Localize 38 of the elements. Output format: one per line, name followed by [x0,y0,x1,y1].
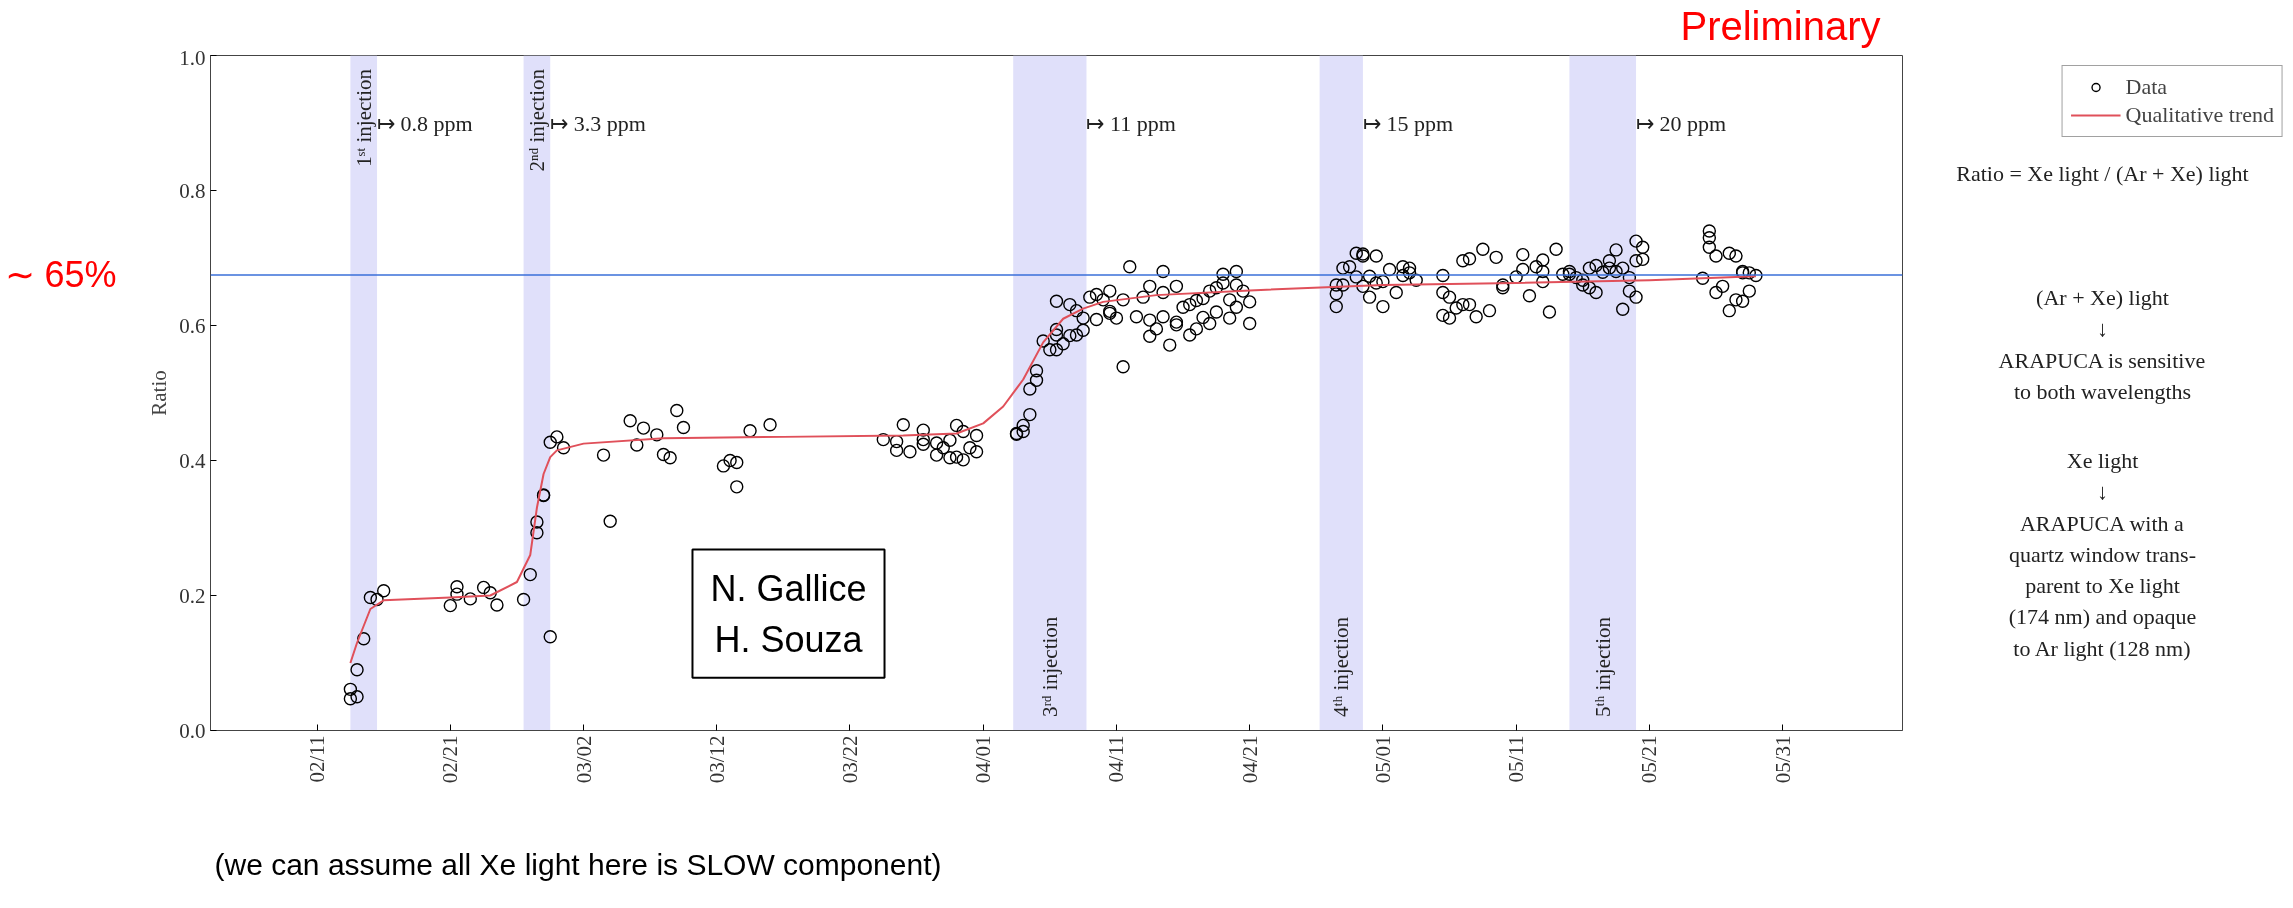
x-tick-label: 04/21 [1237,735,1262,784]
x-tick-label: 03/22 [838,735,862,784]
y-tick-label: 1.0 [179,45,206,70]
x-tick-label: 05/21 [1637,735,1662,784]
x-tick-label: 05/01 [1370,735,1395,784]
legend-label: Qualitative trend [2125,102,2274,128]
annotation: ↦ 0.8 ppm [377,110,473,136]
band-label: 1ˢᵗ injection [351,68,376,167]
band-label: 5ᵗʰ injection [1590,616,1615,717]
x-tick-label: 04/01 [971,735,996,784]
ref-line-label: ∼ 65% [4,254,117,296]
x-tick-label: 02/21 [438,735,463,784]
y-tick-label: 0.6 [179,313,206,338]
band-label: 3ʳᵈ injection [1037,616,1062,717]
text: Ratio = Xe light / (Ar + Xe) light [1956,161,2249,187]
annotation: ↦ 20 ppm [1636,110,1727,136]
y-tick-label: 0.4 [179,448,206,473]
annotation: ↦ 15 ppm [1362,110,1454,136]
x-tick-label: 05/11 [1504,735,1529,783]
band-label: 2ⁿᵈ injection [524,68,549,172]
text: Xe light ↓ ARAPUCA with a quartz window trans- parent to Xe light (174 nm) and opaque to Ar light (128 nm) [2008,448,2197,661]
text: (Ar + Xe) light ↓ ARAPUCA is sensitive to both wavelengths [1998,285,2206,404]
x-tick-label: 03/02 [571,735,596,784]
x-tick-label: 03/12 [704,735,729,784]
annotation: N. Gallice H. Souza [710,567,867,660]
legend-label: Data [2125,74,2168,100]
y-tick-label: 0.0 [179,718,206,743]
text: (we can assume all Xe light here is SLOW component) [214,848,942,881]
text: Preliminary [1680,3,1881,48]
band-label: 4ᵗʰ injection [1329,616,1354,717]
x-tick-label: 05/31 [1770,735,1795,784]
x-tick-label: 02/11 [305,735,330,783]
y-tick-label: 0.8 [179,178,206,203]
x-tick-label: 04/11 [1104,735,1129,783]
y-tick-label: 0.2 [179,583,206,608]
y-axis-title: Ratio [147,370,172,416]
annotation: ↦ 11 ppm [1086,110,1176,136]
annotation: ↦ 3.3 ppm [550,110,646,136]
